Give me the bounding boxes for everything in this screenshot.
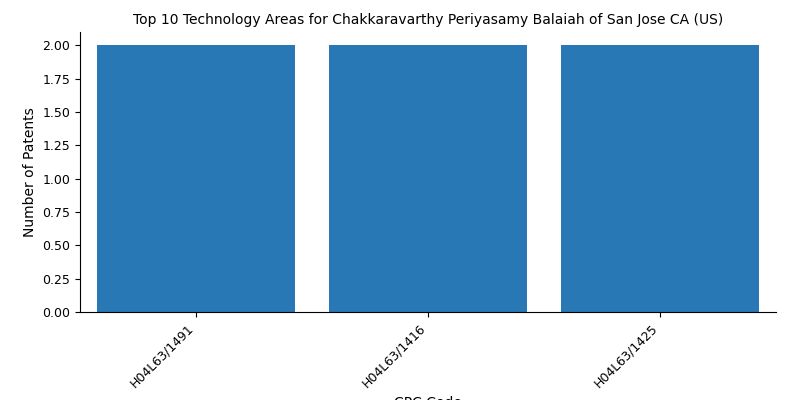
Y-axis label: Number of Patents: Number of Patents [22,107,37,237]
Title: Top 10 Technology Areas for Chakkaravarthy Periyasamy Balaiah of San Jose CA (US: Top 10 Technology Areas for Chakkaravart… [133,13,723,27]
Bar [330,45,526,312]
X-axis label: CPC Code: CPC Code [394,396,462,400]
Bar [98,45,294,312]
Bar [562,45,758,312]
